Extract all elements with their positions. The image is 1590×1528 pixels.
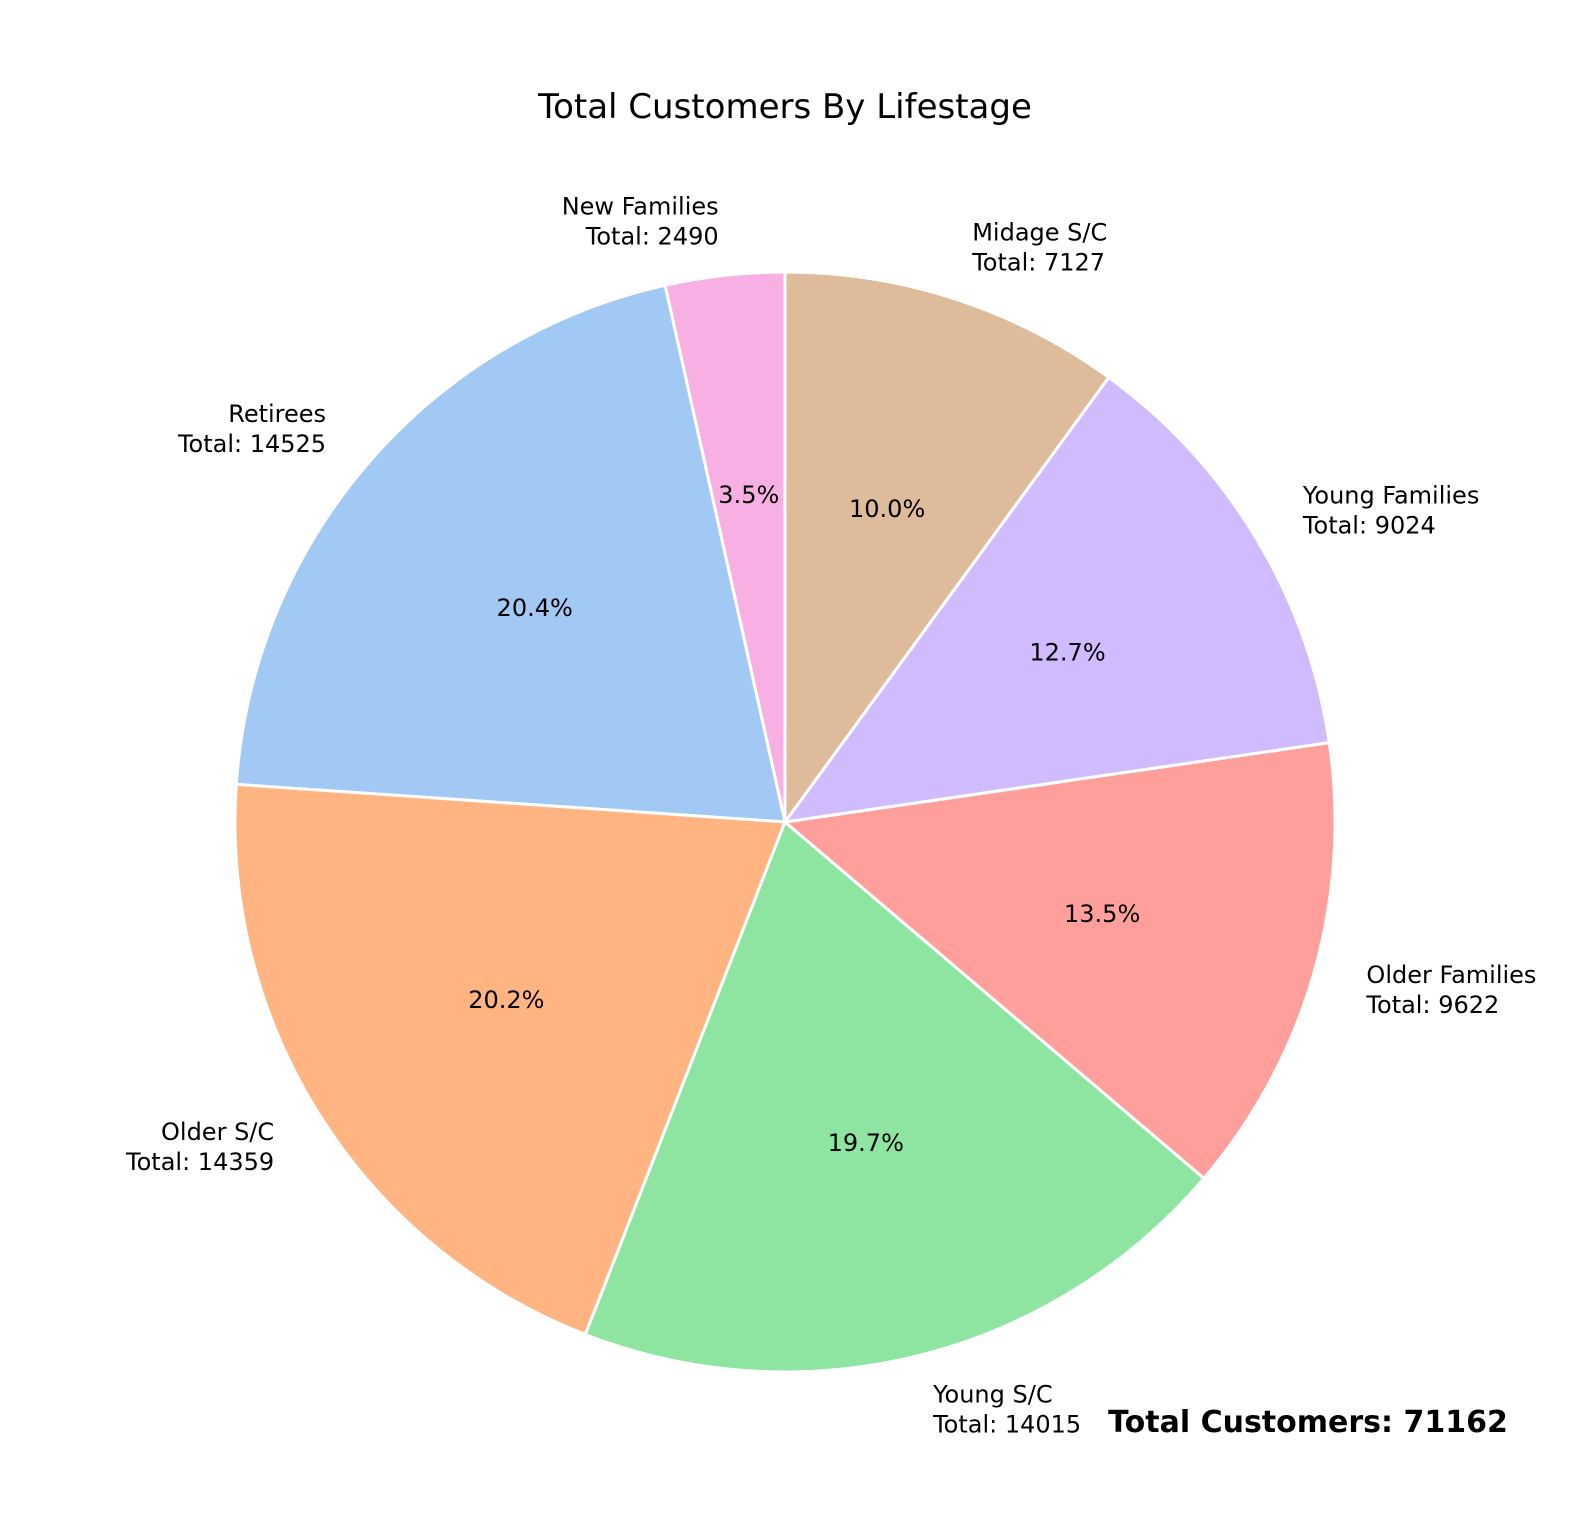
pct-label: 12.7% <box>1029 638 1105 666</box>
slice-label: Retirees Total: 14525 <box>177 400 326 458</box>
slice-label: Older Families Total: 9622 <box>1365 961 1536 1019</box>
pct-label: 10.0% <box>849 495 925 523</box>
slice-total-label: Total: 14359 <box>125 1148 274 1176</box>
slices-group <box>233 270 1337 1374</box>
slice-total-label: Total: 14525 <box>177 430 326 458</box>
slice-label: Older S/C Total: 14359 <box>125 1118 274 1176</box>
slice-total-label: Total: 2490 <box>585 223 719 251</box>
slice-total-label: Total: 9024 <box>1302 511 1436 539</box>
slice-total-label: Total: 14015 <box>932 1411 1081 1439</box>
pct-label: 3.5% <box>718 481 779 509</box>
total-customers-annotation: Total Customers: 71162 <box>1108 1405 1508 1440</box>
labels-group: 3.5% New Families Total: 2490 20.4% Retirees… <box>125 193 1536 1439</box>
slice-name-label: Midage S/C <box>972 219 1107 247</box>
slice-name-label: Young S/C <box>932 1381 1053 1409</box>
slice-label: Midage S/C Total: 7127 <box>971 219 1107 277</box>
pie-slice-older-s-c <box>233 782 787 1336</box>
slice-name-label: Young Families <box>1302 481 1479 509</box>
pct-label: 20.4% <box>497 594 573 622</box>
pie-slice-older-families <box>783 741 1337 1180</box>
pct-label: 20.2% <box>468 986 544 1014</box>
slice-label: Young S/C Total: 14015 <box>932 1381 1081 1439</box>
pie-slice-young-s-c <box>583 820 1206 1374</box>
slice-name-label: Older Families <box>1366 961 1536 989</box>
pie-slice-retirees <box>234 283 787 824</box>
slice-name-label: Older S/C <box>161 1118 274 1146</box>
slice-name-label: Retirees <box>228 400 326 428</box>
slice-name-label: New Families <box>562 193 719 221</box>
pct-label: 19.7% <box>828 1129 904 1157</box>
pie-slice-young-families <box>783 375 1331 824</box>
slice-total-label: Total: 9622 <box>1365 991 1499 1019</box>
slice-total-label: Total: 7127 <box>971 249 1105 277</box>
slice-label: New Families Total: 2490 <box>562 193 719 251</box>
slice-label: Young Families Total: 9024 <box>1302 481 1479 539</box>
pie-slice-midage-s-c <box>783 270 1111 824</box>
pct-label: 13.5% <box>1064 900 1140 928</box>
chart-title: Total Customers By Lifestage <box>537 87 1032 127</box>
